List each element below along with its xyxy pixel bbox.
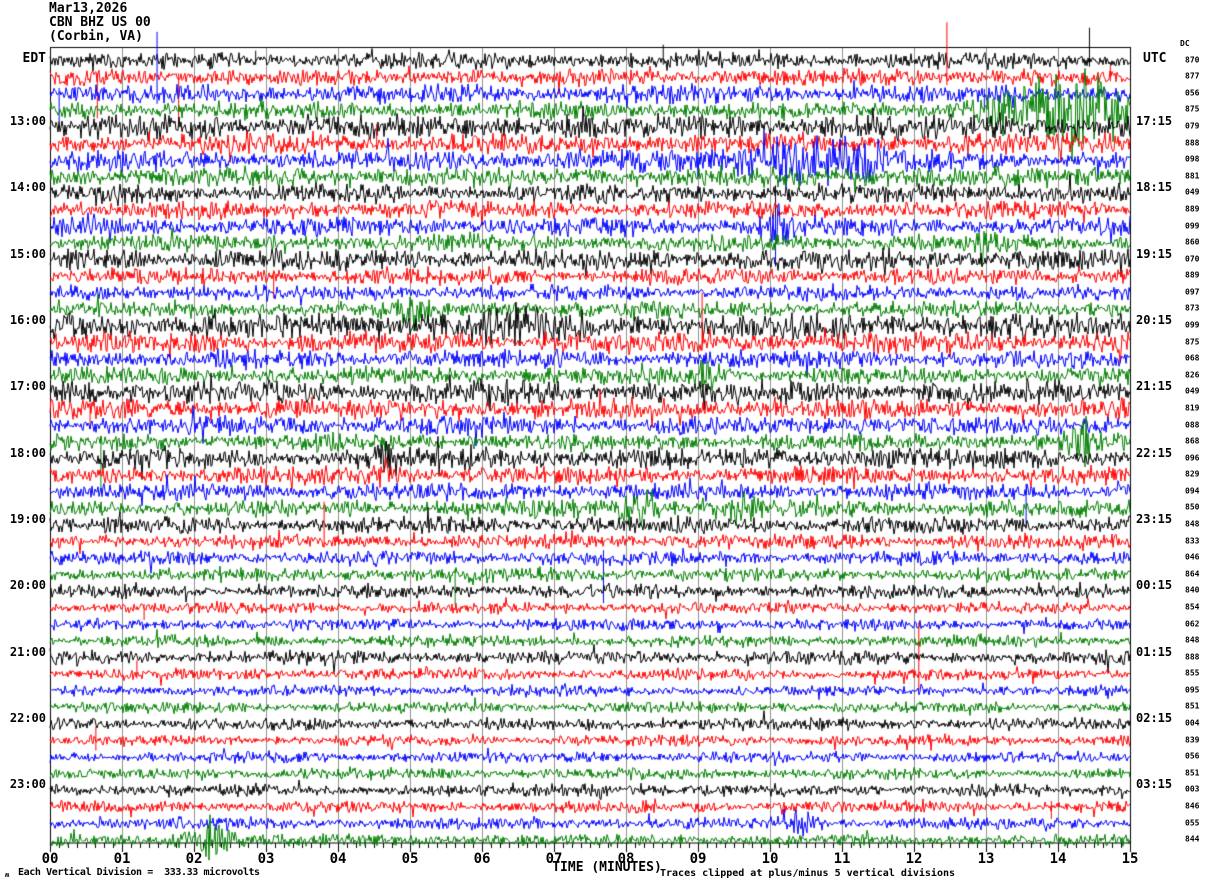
- right-utc-label: 23:15: [1136, 512, 1173, 527]
- dc-offset-value: 068: [1185, 353, 1200, 363]
- dc-offset-value: 839: [1185, 735, 1200, 745]
- dc-offset-value: 004: [1185, 718, 1200, 728]
- right-utc-label: 17:15: [1136, 114, 1173, 129]
- dc-offset-value: 848: [1185, 635, 1200, 645]
- minute-tick-label: 00: [41, 851, 59, 867]
- minute-tick-label: 14: [1049, 851, 1067, 867]
- dc-offset-value: 844: [1185, 834, 1200, 844]
- dc-offset-value: 870: [1185, 55, 1200, 65]
- dc-offset-value: 881: [1185, 171, 1200, 181]
- dc-offset-value: 095: [1185, 685, 1200, 695]
- right-utc-label: 18:15: [1136, 180, 1173, 195]
- dc-offset-value: 003: [1185, 784, 1200, 794]
- left-hour-label: 20:00: [9, 578, 46, 593]
- dc-offset-value: 819: [1185, 403, 1200, 413]
- minute-tick-label: 07: [545, 851, 563, 867]
- dc-offset-value: 097: [1185, 287, 1200, 297]
- dc-offset-value: 062: [1185, 619, 1200, 629]
- minute-tick-label: 11: [833, 851, 851, 867]
- dc-offset-value: 848: [1185, 519, 1200, 529]
- dc-offset-value: 850: [1185, 502, 1200, 512]
- right-utc-label: 01:15: [1136, 644, 1173, 659]
- dc-offset-value: 851: [1185, 768, 1200, 778]
- dc-offset-value: 096: [1185, 453, 1200, 463]
- dc-offset-value: 846: [1185, 801, 1200, 811]
- dc-offset-value: 088: [1185, 420, 1200, 430]
- dc-offset-value: 046: [1185, 552, 1200, 562]
- right-utc-label: 02:15: [1136, 711, 1173, 726]
- dc-offset-value: 056: [1185, 88, 1200, 98]
- dc-offset-value: 098: [1185, 154, 1200, 164]
- minute-tick-label: 02: [185, 851, 203, 867]
- dc-offset-value: 864: [1185, 569, 1200, 579]
- left-hour-label: 22:00: [9, 711, 46, 726]
- dc-offset-value: 875: [1185, 337, 1200, 347]
- dc-column-header: DC: [1180, 39, 1190, 48]
- right-utc-label: 19:15: [1136, 246, 1173, 261]
- dc-offset-value: 055: [1185, 818, 1200, 828]
- scale-note: Each Vertical Division = 333.33 microvol…: [18, 867, 260, 878]
- dc-offset-value: 829: [1185, 469, 1200, 479]
- left-hour-label: 18:00: [9, 445, 46, 460]
- dc-offset-value: 049: [1185, 386, 1200, 396]
- minute-tick-label: 08: [617, 851, 635, 867]
- x-axis-title: TIME (MINUTES): [552, 860, 662, 875]
- dc-offset-value: 888: [1185, 138, 1200, 148]
- left-hour-label: 23:00: [9, 777, 46, 792]
- right-utc-label: 20:15: [1136, 313, 1173, 328]
- dc-offset-value: 094: [1185, 486, 1200, 496]
- right-utc-label: 21:15: [1136, 379, 1173, 394]
- right-timezone-label: UTC: [1143, 51, 1167, 66]
- minute-tick-label: 01: [113, 851, 131, 867]
- dc-offset-value: 099: [1185, 221, 1200, 231]
- minute-tick-label: 06: [473, 851, 491, 867]
- minute-tick-label: 05: [401, 851, 419, 867]
- dc-offset-value: 826: [1185, 370, 1200, 380]
- left-hour-label: 15:00: [9, 246, 46, 261]
- corner-glyph: ʍ: [5, 871, 10, 879]
- left-hour-label: 19:00: [9, 512, 46, 527]
- left-timezone-label: EDT: [22, 51, 46, 66]
- right-utc-label: 22:15: [1136, 445, 1173, 460]
- dc-offset-value: 049: [1185, 187, 1200, 197]
- dc-offset-value: 833: [1185, 536, 1200, 546]
- dc-offset-value: 888: [1185, 652, 1200, 662]
- right-utc-label: 00:15: [1136, 578, 1173, 593]
- dc-offset-value: 854: [1185, 602, 1200, 612]
- dc-offset-value: 070: [1185, 254, 1200, 264]
- dc-offset-value: 860: [1185, 237, 1200, 247]
- dc-offset-value: 079: [1185, 121, 1200, 131]
- left-hour-label: 16:00: [9, 313, 46, 328]
- right-utc-label: 03:15: [1136, 777, 1173, 792]
- station-code: CBN BHZ US 00: [49, 15, 151, 30]
- minute-tick-label: 15: [1121, 851, 1139, 867]
- minute-tick-label: 10: [761, 851, 779, 867]
- dc-offset-value: 877: [1185, 71, 1200, 81]
- minute-tick-label: 04: [329, 851, 347, 867]
- minute-tick-label: 12: [905, 851, 923, 867]
- left-hour-label: 13:00: [9, 114, 46, 129]
- minute-tick-label: 03: [257, 851, 275, 867]
- dc-offset-value: 056: [1185, 751, 1200, 761]
- dc-offset-value: 875: [1185, 104, 1200, 114]
- dc-offset-value: 889: [1185, 270, 1200, 280]
- left-hour-label: 17:00: [9, 379, 46, 394]
- dc-offset-value: 855: [1185, 668, 1200, 678]
- dc-offset-value: 868: [1185, 436, 1200, 446]
- dc-offset-value: 851: [1185, 701, 1200, 711]
- dc-offset-value: 873: [1185, 303, 1200, 313]
- left-hour-label: 21:00: [9, 644, 46, 659]
- station-location: (Corbin, VA): [49, 29, 143, 44]
- dc-offset-value: 099: [1185, 320, 1200, 330]
- minute-tick-label: 09: [689, 851, 707, 867]
- clip-note: Traces clipped at plus/minus 5 vertical …: [660, 868, 956, 879]
- minute-tick-label: 13: [977, 851, 995, 867]
- dc-offset-value: 889: [1185, 204, 1200, 214]
- left-hour-label: 14:00: [9, 180, 46, 195]
- plot-date: Mar13,2026: [49, 1, 128, 16]
- dc-offset-value: 840: [1185, 585, 1200, 595]
